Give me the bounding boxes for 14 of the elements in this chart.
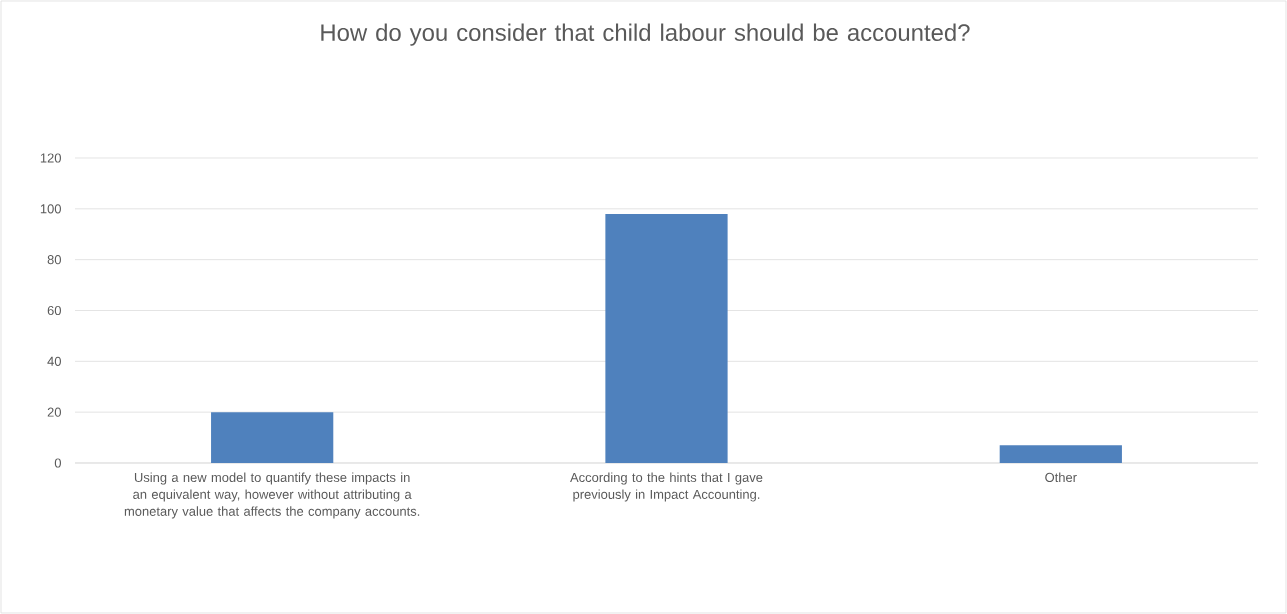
y-tick-label: 0 xyxy=(54,458,61,468)
y-tick-label: 20 xyxy=(47,407,61,417)
x-tick-label: Using a new model to quantify these impacts in an equivalent way, however without attributing a monetary value that affects the company accounts. xyxy=(124,472,420,519)
y-tick-label: 80 xyxy=(47,255,61,265)
bar xyxy=(605,213,728,463)
y-tick-label: 100 xyxy=(40,204,61,214)
y-tick-label: 120 xyxy=(40,153,61,163)
bar xyxy=(211,412,334,463)
y-tick-label: 40 xyxy=(47,356,61,366)
chart-title: How do you consider that child labour should be accounted? xyxy=(321,23,970,46)
y-tick-label: 60 xyxy=(47,305,61,316)
x-tick-label: According to the hints that I gave previously in Impact Accounting. xyxy=(570,472,763,502)
bar xyxy=(999,445,1122,463)
x-tick-label: Other xyxy=(1045,472,1077,483)
